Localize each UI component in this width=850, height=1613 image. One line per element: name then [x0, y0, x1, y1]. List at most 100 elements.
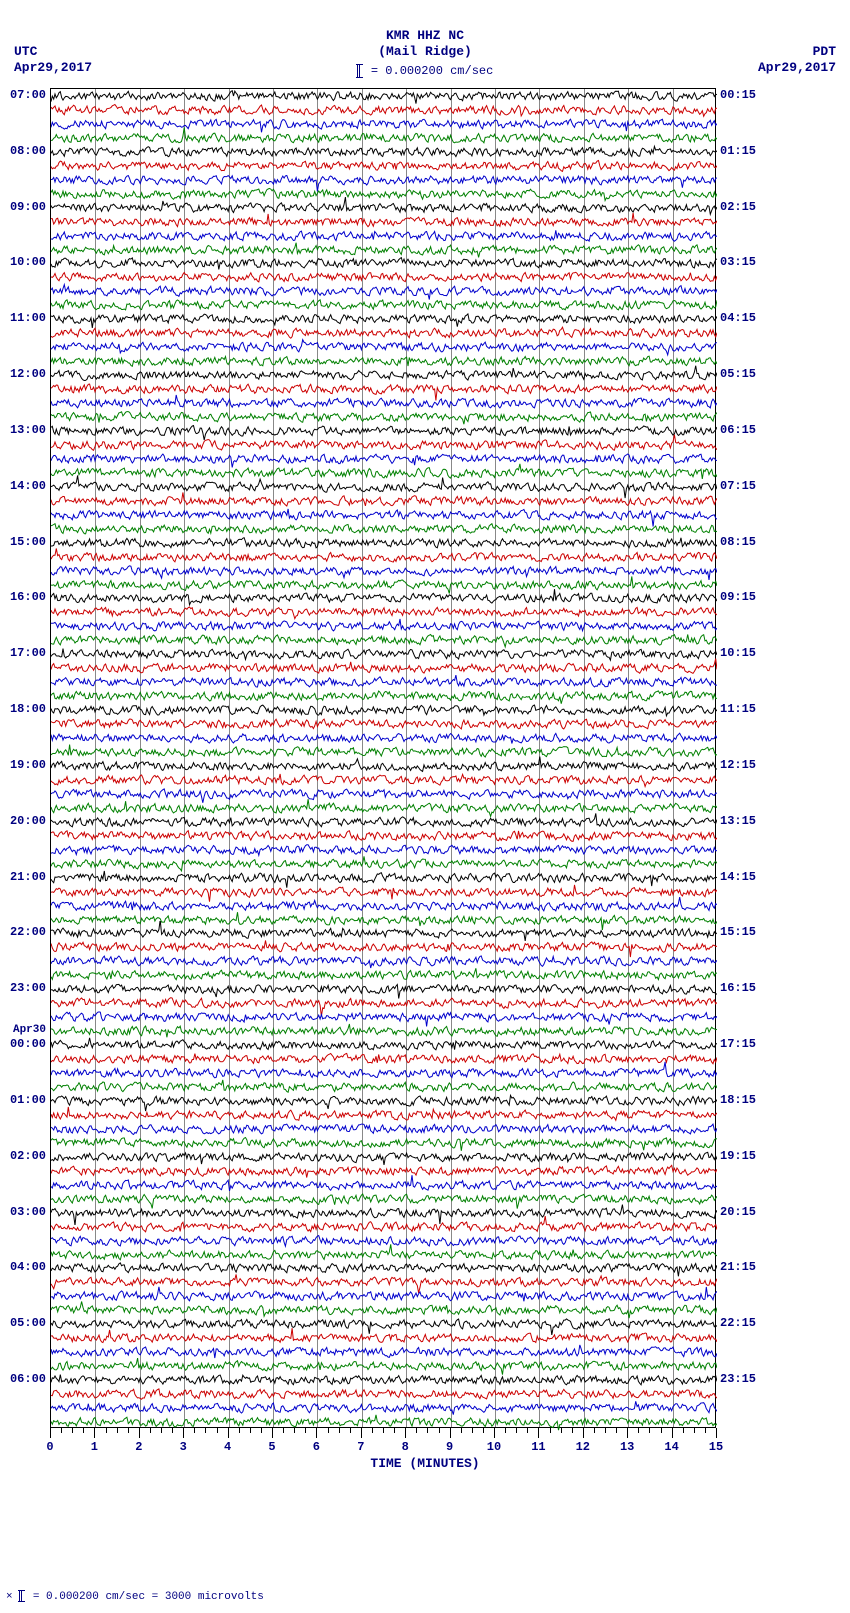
- seismic-trace: [51, 1033, 717, 1057]
- seismic-trace: [51, 1103, 717, 1127]
- x-tick-minor: [705, 1428, 706, 1433]
- seismic-trace: [51, 182, 717, 206]
- x-tick-minor: [505, 1428, 506, 1433]
- x-tick: [139, 1428, 140, 1438]
- left-hour-label: 02:00: [10, 1149, 46, 1163]
- right-time-labels: 00:1501:1502:1503:1504:1505:1506:1507:15…: [718, 88, 778, 1428]
- footer-scale: × = 0.000200 cm/sec = 3000 microvolts: [6, 1590, 264, 1603]
- right-hour-label: 22:15: [720, 1316, 756, 1330]
- x-tick-label: 7: [357, 1440, 364, 1454]
- seismic-trace: [51, 894, 717, 918]
- station-name: (Mail Ridge): [0, 44, 850, 59]
- x-tick-minor: [261, 1428, 262, 1433]
- seismic-trace: [51, 1159, 717, 1183]
- left-hour-label: 00:00: [10, 1037, 46, 1051]
- x-tick-minor: [483, 1428, 484, 1433]
- x-tick-minor: [461, 1428, 462, 1433]
- left-hour-label: 22:00: [10, 925, 46, 939]
- seismic-trace: [51, 628, 717, 652]
- seismic-trace: [51, 545, 717, 569]
- seismic-trace: [51, 559, 717, 583]
- x-tick-minor: [217, 1428, 218, 1433]
- right-hour-label: 15:15: [720, 925, 756, 939]
- seismic-trace: [51, 321, 717, 345]
- footer-prefix: ×: [6, 1591, 13, 1603]
- seismic-trace: [51, 433, 717, 457]
- x-tick-label: 6: [313, 1440, 320, 1454]
- seismic-trace: [51, 684, 717, 708]
- x-tick: [583, 1428, 584, 1438]
- x-tick-minor: [250, 1428, 251, 1433]
- seismic-trace: [51, 1368, 717, 1392]
- seismic-trace: [51, 935, 717, 959]
- x-tick-minor: [205, 1428, 206, 1433]
- x-tick-minor: [106, 1428, 107, 1433]
- seismic-trace: [51, 600, 717, 624]
- scale-info: = 0.000200 cm/sec: [0, 64, 850, 78]
- x-tick-minor: [150, 1428, 151, 1433]
- seismic-trace: [51, 531, 717, 555]
- x-tick-label: 1: [91, 1440, 98, 1454]
- seismic-trace: [51, 461, 717, 485]
- seismic-trace: [51, 824, 717, 848]
- left-hour-label: 06:00: [10, 1372, 46, 1386]
- x-tick-minor: [616, 1428, 617, 1433]
- x-tick-minor: [305, 1428, 306, 1433]
- seismic-trace: [51, 1354, 717, 1378]
- x-tick-minor: [394, 1428, 395, 1433]
- left-hour-label: 14:00: [10, 479, 46, 493]
- x-tick-minor: [350, 1428, 351, 1433]
- x-tick-label: 11: [531, 1440, 545, 1454]
- x-tick-minor: [572, 1428, 573, 1433]
- right-hour-label: 08:15: [720, 535, 756, 549]
- seismic-trace: [51, 1340, 717, 1364]
- left-hour-label: 03:00: [10, 1205, 46, 1219]
- x-tick-minor: [649, 1428, 650, 1433]
- seismic-trace: [51, 866, 717, 890]
- x-tick: [538, 1428, 539, 1438]
- x-tick-minor: [383, 1428, 384, 1433]
- x-tick-minor: [661, 1428, 662, 1433]
- left-hour-label: 15:00: [10, 535, 46, 549]
- seismic-trace: [51, 754, 717, 778]
- seismic-trace: [51, 503, 717, 527]
- seismic-trace: [51, 1005, 717, 1029]
- seismic-trace: [51, 1019, 717, 1043]
- date-left: Apr29,2017: [14, 60, 92, 75]
- x-tick-minor: [72, 1428, 73, 1433]
- seismic-trace: [51, 1173, 717, 1197]
- seismic-trace: [51, 307, 717, 331]
- x-tick-label: 12: [576, 1440, 590, 1454]
- seismic-trace: [51, 349, 717, 373]
- seismic-trace: [51, 586, 717, 610]
- seismic-trace: [51, 949, 717, 973]
- x-tick: [94, 1428, 95, 1438]
- seismic-trace: [51, 391, 717, 415]
- seismic-trace: [51, 1229, 717, 1253]
- left-hour-label: 13:00: [10, 423, 46, 437]
- x-tick-minor: [339, 1428, 340, 1433]
- grid-line: [673, 89, 674, 1427]
- right-hour-label: 12:15: [720, 758, 756, 772]
- seismic-trace: [51, 251, 717, 275]
- x-tick: [494, 1428, 495, 1438]
- seismic-trace: [51, 517, 717, 541]
- x-tick-label: 2: [135, 1440, 142, 1454]
- x-tick-minor: [683, 1428, 684, 1433]
- right-hour-label: 20:15: [720, 1205, 756, 1219]
- seismic-trace: [51, 740, 717, 764]
- seismic-trace: [51, 84, 717, 108]
- seismic-trace: [51, 614, 717, 638]
- seismic-trace: [51, 1187, 717, 1211]
- seismic-trace: [51, 1326, 717, 1350]
- seismic-trace: [51, 293, 717, 317]
- seismic-trace: [51, 363, 717, 387]
- left-hour-label: 16:00: [10, 590, 46, 604]
- seismic-trace: [51, 1117, 717, 1141]
- right-hour-label: 16:15: [720, 981, 756, 995]
- seismic-trace: [51, 1075, 717, 1099]
- seismic-trace: [51, 838, 717, 862]
- x-tick: [716, 1428, 717, 1438]
- right-hour-label: 01:15: [720, 144, 756, 158]
- grid-line: [229, 89, 230, 1427]
